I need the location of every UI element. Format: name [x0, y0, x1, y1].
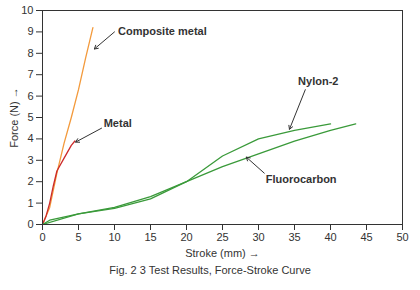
svg-text:Metal: Metal — [104, 117, 132, 129]
svg-text:45: 45 — [360, 231, 372, 243]
svg-text:2: 2 — [27, 175, 33, 187]
svg-text:50: 50 — [396, 231, 408, 243]
svg-text:1: 1 — [27, 197, 33, 209]
html-text:Fig. 2 3 Test Results, Force-S: Fig. 2 3 Test Results, Force-Stroke Curv… — [109, 264, 311, 276]
svg-text:5: 5 — [75, 231, 81, 243]
svg-text:10: 10 — [108, 231, 120, 243]
svg-text:4: 4 — [27, 132, 33, 144]
svg-text:Stroke (mm) →: Stroke (mm) → — [185, 247, 260, 259]
svg-text:8: 8 — [27, 47, 33, 59]
svg-text:Force (N) →: Force (N) → — [8, 87, 20, 148]
svg-text:Composite metal: Composite metal — [118, 25, 207, 37]
svg-text:10: 10 — [21, 4, 33, 16]
svg-text:30: 30 — [252, 231, 264, 243]
svg-text:35: 35 — [288, 231, 300, 243]
svg-text:6: 6 — [27, 90, 33, 102]
svg-text:3: 3 — [27, 154, 33, 166]
svg-text:15: 15 — [144, 231, 156, 243]
svg-text:9: 9 — [27, 25, 33, 37]
svg-text:Nylon-2: Nylon-2 — [298, 75, 338, 87]
svg-text:Fluorocarbon: Fluorocarbon — [266, 173, 337, 185]
svg-text:7: 7 — [27, 68, 33, 80]
svg-text:0: 0 — [39, 231, 45, 243]
svg-text:5: 5 — [27, 111, 33, 123]
svg-text:0: 0 — [27, 218, 33, 230]
svg-text:20: 20 — [180, 231, 192, 243]
svg-text:40: 40 — [324, 231, 336, 243]
svg-text:25: 25 — [216, 231, 228, 243]
